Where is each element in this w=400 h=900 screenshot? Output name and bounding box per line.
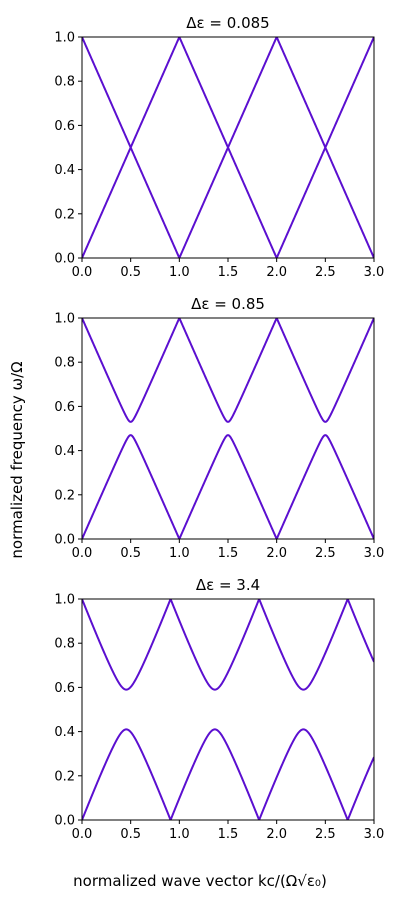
x-tick-label: 3.0 — [364, 546, 385, 561]
y-tick-label: 0.6 — [54, 119, 75, 134]
chart-title: Δε = 3.4 — [196, 576, 260, 594]
x-tick-label: 2.0 — [266, 265, 287, 280]
figure-xlabel: normalized wave vector kc/(Ω√ε₀) — [73, 872, 327, 890]
x-tick-label: 1.5 — [218, 546, 239, 561]
y-tick-label: 0.2 — [54, 207, 75, 222]
band-lines — [82, 318, 374, 539]
series-line-2 — [82, 728, 374, 820]
x-tick-label: 1.0 — [169, 265, 190, 280]
series-line-2 — [82, 144, 374, 258]
chart-title: Δε = 0.85 — [191, 295, 265, 313]
chart-panel-2: 0.0 0.5 1.0 1.5 2.0 2.5 3.0 0.0 0.2 0.4 0.6 0.8 1.0 Δ… — [54, 295, 384, 561]
panels: 0.0 0.5 1.0 1.5 2.0 2.5 3.00.00.20.40.60.81.0Δ… — [54, 14, 384, 842]
axes-frame — [81, 317, 375, 540]
series-line-1 — [82, 37, 374, 151]
x-tick-label: 2.0 — [266, 827, 287, 842]
y-tick-label: 0.8 — [54, 75, 75, 90]
x-tick-label: 3.0 — [364, 265, 385, 280]
y-tick-label: 0.0 — [54, 814, 75, 829]
x-tick-label: 1.5 — [218, 827, 239, 842]
chart-panel-3: 0.0 0.5 1.0 1.5 2.0 2.5 3.0 0.0 0.2 0.4 0.6 0.8 1.0 Δ… — [54, 576, 384, 842]
y-tick-label: 0.2 — [54, 488, 75, 503]
x-tick-label: 1.0 — [169, 546, 190, 561]
x-tick-label: 3.0 — [364, 827, 385, 842]
x-tick-label: 0.0 — [72, 546, 93, 561]
figure-ylabel: normalized frequency ω/Ω — [8, 361, 26, 558]
y-tick-label: 0.2 — [54, 769, 75, 784]
x-tick-label: 1.0 — [169, 827, 190, 842]
y-tick-label: 0.6 — [54, 681, 75, 696]
y-tick-label: 1.0 — [54, 312, 75, 327]
y-tick-label: 0.4 — [54, 163, 75, 178]
band-lines — [82, 599, 374, 820]
x-tick-label: 2.5 — [315, 827, 336, 842]
y-tick-label: 0.0 — [54, 533, 75, 548]
axes-frame — [81, 598, 375, 821]
y-tick-label: 0.4 — [54, 725, 75, 740]
series-line-2 — [82, 434, 374, 539]
chart-panel-1: 0.0 0.5 1.0 1.5 2.0 2.5 3.0 0.0 0.2 0.4 0.6 0.8 1.0 Δ… — [54, 14, 384, 280]
x-tick-label: 0.5 — [120, 265, 141, 280]
x-tick-label: 0.0 — [72, 827, 93, 842]
y-tick-label: 0.6 — [54, 400, 75, 415]
y-tick-label: 0.8 — [54, 356, 75, 371]
series-line-1 — [82, 318, 374, 423]
band-lines — [82, 37, 374, 258]
chart-title: Δε = 0.085 — [186, 14, 269, 32]
x-tick-label: 1.5 — [218, 265, 239, 280]
x-tick-label: 0.0 — [72, 265, 93, 280]
x-tick-label: 0.5 — [120, 827, 141, 842]
y-tick-label: 0.4 — [54, 444, 75, 459]
x-tick-label: 0.5 — [120, 546, 141, 561]
y-tick-label: 0.0 — [54, 252, 75, 267]
y-tick-label: 1.0 — [54, 31, 75, 46]
x-tick-label: 2.0 — [266, 546, 287, 561]
y-tick-label: 1.0 — [54, 593, 75, 608]
y-tick-label: 0.8 — [54, 637, 75, 652]
x-tick-label: 2.5 — [315, 265, 336, 280]
x-tick-label: 2.5 — [315, 546, 336, 561]
series-line-1 — [82, 599, 374, 691]
